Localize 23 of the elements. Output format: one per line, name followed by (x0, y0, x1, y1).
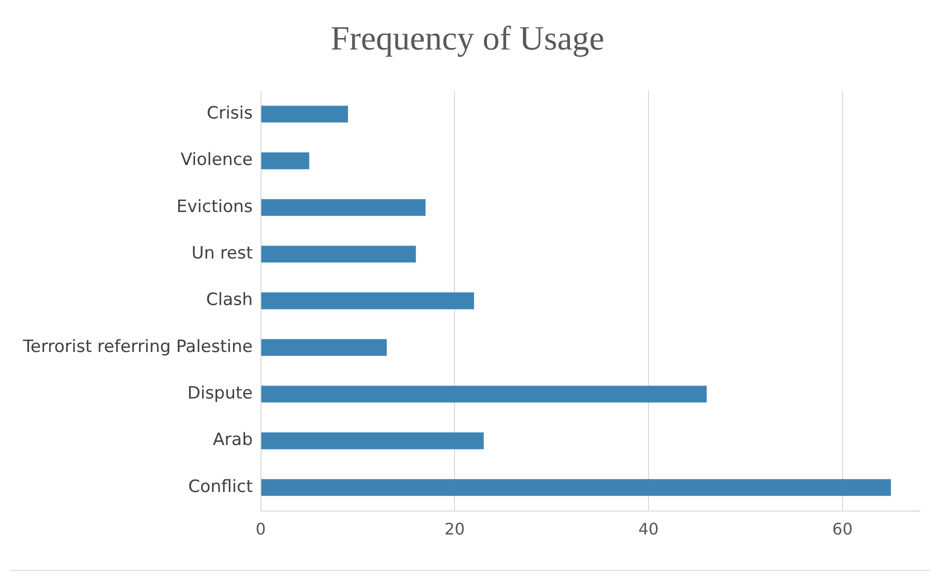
y-tick-label: Evictions (176, 196, 253, 217)
y-tick-label: Terrorist referring Palestine (22, 336, 253, 357)
bar (261, 106, 348, 123)
bar (261, 292, 474, 310)
y-tick-label: Crisis (206, 104, 253, 124)
bar (261, 339, 387, 356)
x-tick-label: 60 (832, 520, 853, 539)
y-tick-label: Clash (206, 290, 253, 310)
y-tick-label: Violence (180, 150, 253, 170)
y-tick-label: Conflict (188, 476, 254, 497)
bar (261, 152, 310, 170)
x-tick-label: 40 (638, 520, 659, 539)
bar (261, 386, 707, 403)
bar (261, 479, 891, 496)
chart-title: Frequency of Usage (330, 20, 604, 58)
y-tick-label: Un rest (192, 244, 254, 264)
y-tick-label: Arab (212, 430, 253, 450)
y-tick-label: Dispute (187, 384, 253, 404)
bar (261, 199, 426, 216)
x-tick-label: 20 (444, 520, 465, 539)
bar (261, 432, 484, 450)
x-tick-label: 0 (256, 520, 266, 539)
bar (261, 246, 416, 263)
